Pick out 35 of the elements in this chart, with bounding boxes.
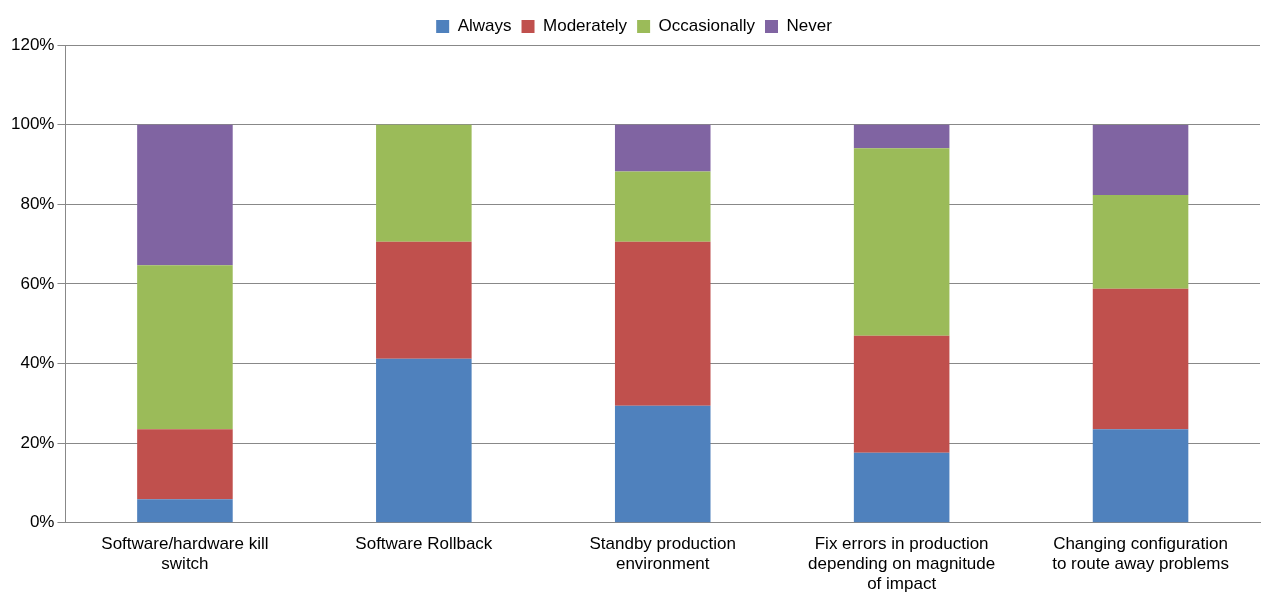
legend-label: Occasionally [658,16,756,36]
y-tick-label: 60% [20,273,55,293]
x-tick-label: Software Rollback [355,533,493,553]
bar [853,335,950,453]
y-tick-label: 100% [11,114,55,134]
legend-label: Always [457,16,512,36]
x-tick-label: Software/hardware kill switch [101,533,269,574]
y-tick-label: 40% [20,353,55,373]
bar [614,171,711,242]
bar [1092,125,1189,196]
y-tick-label: 0% [29,512,55,532]
bar [376,241,472,359]
x-tick-label: Changing configuration to route away problems [1052,533,1229,574]
bar [1092,429,1189,523]
bar [1092,288,1189,430]
bar [137,124,233,266]
y-tick-label: 80% [20,193,55,213]
x-tick-label: Standby production environment [589,533,736,574]
y-tick-label: 120% [11,34,55,54]
bar [853,124,950,149]
bar [376,124,472,242]
bar [137,499,233,523]
bar [137,265,233,430]
y-tick-label: 20% [20,432,55,452]
bar [614,405,711,523]
bar [853,148,950,336]
bar [376,358,472,523]
bar [853,452,950,523]
bar [1092,195,1189,289]
bar [614,124,711,172]
bar [137,429,233,500]
legend-label: Never [786,16,833,36]
x-tick-label: Fix errors in production depending on magnitude of impact [808,533,996,594]
legend-label: Moderately [543,16,628,36]
bar [614,241,711,406]
